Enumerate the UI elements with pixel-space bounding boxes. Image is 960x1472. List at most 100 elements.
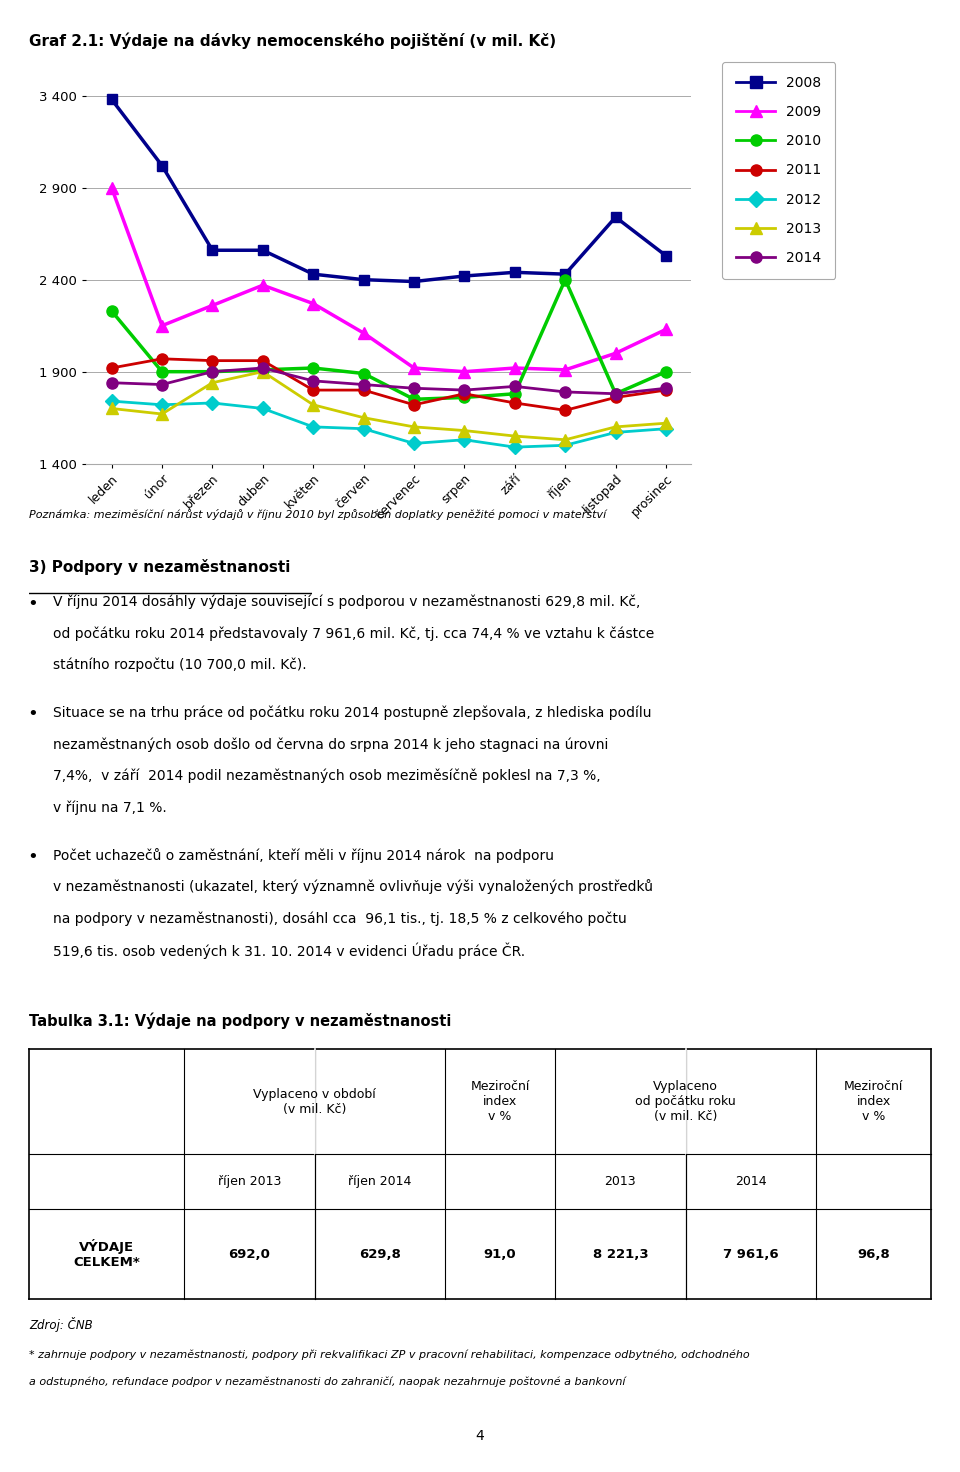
Text: říjen 2013: říjen 2013 xyxy=(218,1175,281,1188)
2009 xyxy=(509,359,520,377)
Text: nezaměstnaných osob došlo od června do srpna 2014 k jeho stagnaci na úrovni: nezaměstnaných osob došlo od června do s… xyxy=(53,737,609,752)
2011 xyxy=(459,384,470,402)
Text: 91,0: 91,0 xyxy=(484,1248,516,1262)
2013 xyxy=(307,396,319,414)
Text: VÝDAJE
CELKEM*: VÝDAJE CELKEM* xyxy=(73,1239,140,1269)
2012 xyxy=(610,424,621,442)
2008 xyxy=(307,265,319,283)
Text: od počátku roku 2014 představovaly 7 961,6 mil. Kč, tj. cca 74,4 % ve vztahu k č: od počátku roku 2014 představovaly 7 961… xyxy=(53,627,654,640)
2014 xyxy=(560,383,571,400)
2009 xyxy=(206,297,218,315)
2008 xyxy=(509,263,520,281)
2009 xyxy=(610,344,621,362)
2011 xyxy=(509,394,520,412)
2009 xyxy=(560,361,571,378)
Text: 629,8: 629,8 xyxy=(359,1248,400,1262)
Text: 2014: 2014 xyxy=(735,1175,766,1188)
Line: 2014: 2014 xyxy=(106,362,672,399)
Text: na podpory v nezaměstnanosti), dosáhl cca  96,1 tis., tj. 18,5 % z celkového poč: na podpory v nezaměstnanosti), dosáhl cc… xyxy=(53,911,627,926)
Text: 4: 4 xyxy=(475,1428,485,1443)
2012 xyxy=(660,420,672,437)
2012 xyxy=(408,434,420,452)
2012 xyxy=(509,439,520,456)
2012 xyxy=(156,396,168,414)
2010 xyxy=(156,362,168,380)
2008 xyxy=(610,208,621,225)
Text: Meziroční
index
v %: Meziroční index v % xyxy=(844,1080,903,1123)
Text: v nezaměstnanosti (ukazatel, který významně ovlivňuje výši vynaložených prostřed: v nezaměstnanosti (ukazatel, který význa… xyxy=(53,880,653,895)
2011 xyxy=(408,396,420,414)
2008 xyxy=(560,265,571,283)
2014 xyxy=(660,380,672,397)
Text: Meziroční
index
v %: Meziroční index v % xyxy=(470,1080,530,1123)
2010 xyxy=(408,390,420,408)
2008 xyxy=(459,268,470,286)
Text: Vyplaceno v období
(v mil. Kč): Vyplaceno v období (v mil. Kč) xyxy=(253,1088,376,1116)
2011 xyxy=(560,402,571,420)
Text: •: • xyxy=(27,705,37,723)
Text: V říjnu 2014 dosáhly výdaje související s podporou v nezaměstnanosti 629,8 mil. : V říjnu 2014 dosáhly výdaje související … xyxy=(53,595,640,609)
2013 xyxy=(156,405,168,422)
Line: 2009: 2009 xyxy=(106,181,672,378)
2011 xyxy=(257,352,269,369)
2013 xyxy=(206,374,218,392)
2012 xyxy=(206,394,218,412)
Text: Poznámka: meziměsíční nárůst výdajů v říjnu 2010 byl způsoben doplatky peněžité : Poznámka: meziměsíční nárůst výdajů v ří… xyxy=(29,509,606,520)
2013 xyxy=(660,414,672,431)
Text: Zdroj: ČNB: Zdroj: ČNB xyxy=(29,1317,92,1332)
Line: 2010: 2010 xyxy=(106,274,672,405)
2014 xyxy=(610,384,621,402)
2009 xyxy=(257,277,269,294)
2009 xyxy=(408,359,420,377)
Text: Situace se na trhu práce od počátku roku 2014 postupně zlepšovala, z hlediska po: Situace se na trhu práce od počátku roku… xyxy=(53,705,651,720)
2010 xyxy=(509,384,520,402)
Text: Vyplaceno
od počátku roku
(v mil. Kč): Vyplaceno od počátku roku (v mil. Kč) xyxy=(636,1080,736,1123)
2008 xyxy=(660,247,672,265)
2013 xyxy=(560,431,571,449)
Text: •: • xyxy=(27,595,37,612)
2010 xyxy=(358,365,370,383)
Line: 2012: 2012 xyxy=(107,396,671,452)
2013 xyxy=(509,427,520,445)
2014 xyxy=(206,362,218,380)
Text: Počet uchazečů o zaměstnání, kteří měli v říjnu 2014 nárok  na podporu: Počet uchazečů o zaměstnání, kteří měli … xyxy=(53,848,554,863)
2008 xyxy=(358,271,370,289)
Text: * zahrnuje podpory v nezaměstnanosti, podpory při rekvalifikaci ZP v pracovní re: * zahrnuje podpory v nezaměstnanosti, po… xyxy=(29,1350,750,1360)
2014 xyxy=(156,375,168,393)
2009 xyxy=(106,178,117,196)
Text: a odstupného, refundace podpor v nezaměstnanosti do zahraničí, naopak nezahrnuje: a odstupného, refundace podpor v nezaměs… xyxy=(29,1376,625,1387)
2010 xyxy=(560,271,571,289)
2008 xyxy=(206,241,218,259)
2011 xyxy=(206,352,218,369)
Text: 2013: 2013 xyxy=(605,1175,636,1188)
2011 xyxy=(358,381,370,399)
2014 xyxy=(408,380,420,397)
2010 xyxy=(660,362,672,380)
2008 xyxy=(156,156,168,174)
Text: 3) Podpory v nezaměstnanosti: 3) Podpory v nezaměstnanosti xyxy=(29,559,290,576)
2013 xyxy=(106,400,117,418)
Text: 519,6 tis. osob vedených k 31. 10. 2014 v evidenci Úřadu práce ČR.: 519,6 tis. osob vedených k 31. 10. 2014 … xyxy=(53,944,525,960)
2010 xyxy=(257,361,269,378)
2010 xyxy=(206,362,218,380)
2014 xyxy=(509,377,520,394)
2014 xyxy=(358,375,370,393)
2013 xyxy=(358,409,370,427)
2012 xyxy=(560,436,571,453)
2010 xyxy=(459,389,470,406)
Text: Tabulka 3.1: Výdaje na podpory v nezaměstnanosti: Tabulka 3.1: Výdaje na podpory v nezaměs… xyxy=(29,1013,451,1029)
Text: 7,4%,  v září  2014 podil nezaměstnaných osob meziměsíčně poklesl na 7,3 %,: 7,4%, v září 2014 podil nezaměstnaných o… xyxy=(53,768,600,783)
2009 xyxy=(459,362,470,380)
2013 xyxy=(257,362,269,380)
Text: státního rozpočtu (10 700,0 mil. Kč).: státního rozpočtu (10 700,0 mil. Kč). xyxy=(53,658,306,673)
2011 xyxy=(307,381,319,399)
2009 xyxy=(156,316,168,334)
2011 xyxy=(610,389,621,406)
2013 xyxy=(610,418,621,436)
2010 xyxy=(307,359,319,377)
2011 xyxy=(106,359,117,377)
2011 xyxy=(156,350,168,368)
2010 xyxy=(106,302,117,319)
2013 xyxy=(408,418,420,436)
2008 xyxy=(257,241,269,259)
